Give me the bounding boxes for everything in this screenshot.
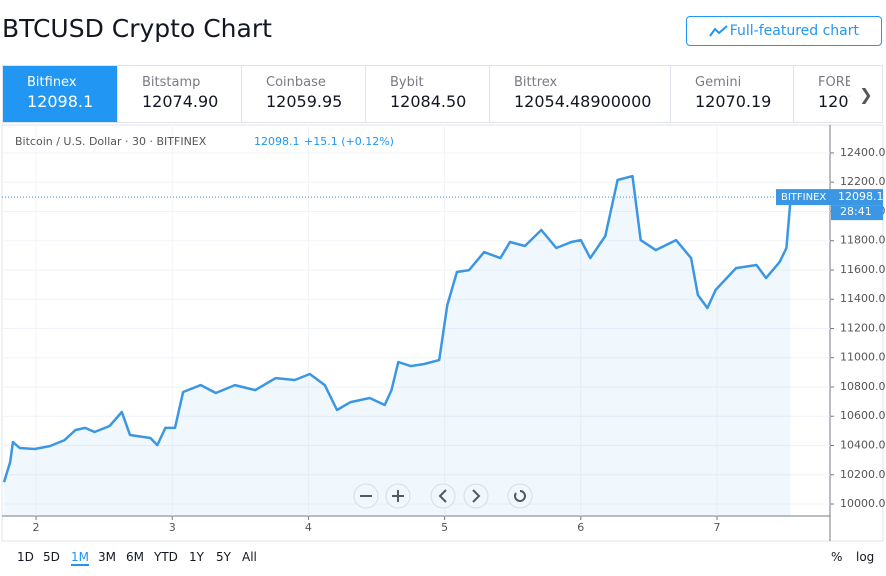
y-tick-label: 10800.0 bbox=[840, 380, 886, 393]
y-tick-label: 11400.0 bbox=[840, 292, 886, 305]
exchange-name: Bitstamp bbox=[142, 75, 201, 90]
exchange-price: 1207 bbox=[818, 92, 859, 111]
icon bbox=[392, 490, 404, 502]
title: BTCUSD Crypto Chart bbox=[2, 14, 272, 43]
exchange-tab[interactable]: Bitfinex 12098.1 bbox=[3, 66, 118, 122]
countdown: 28:41 bbox=[840, 205, 872, 218]
icon bbox=[514, 490, 526, 502]
exchange-tab[interactable]: Bybit 12084.50 bbox=[366, 66, 490, 122]
y-tick-label: 10600.0 bbox=[840, 409, 886, 422]
scroll-right[interactable] bbox=[463, 483, 489, 509]
exchange-price: 12059.95 bbox=[266, 92, 343, 111]
percent-toggle[interactable]: % bbox=[831, 550, 843, 564]
icon bbox=[438, 489, 447, 503]
price-line bbox=[2, 174, 792, 483]
y-tick-label: 11800.0 bbox=[840, 234, 886, 247]
exchange-tab[interactable]: Coinbase 12059.95 bbox=[242, 66, 366, 122]
exchange-price: 12084.50 bbox=[390, 92, 467, 111]
x-tick-label: 4 bbox=[305, 521, 312, 534]
x-tick-label: 7 bbox=[713, 521, 720, 534]
y-tick-label: 10200.0 bbox=[840, 468, 886, 481]
legend-price: 12098.1 bbox=[254, 135, 300, 148]
chart-border bbox=[1, 124, 884, 542]
full-chart-button[interactable]: Full-featured chart bbox=[686, 16, 882, 46]
exchange-tab[interactable]: Bitstamp 12074.90 bbox=[118, 66, 242, 122]
range-button[interactable]: 1Y bbox=[189, 550, 204, 564]
exchange-name: Coinbase bbox=[266, 75, 326, 90]
log-toggle[interactable]: log bbox=[856, 550, 875, 564]
chart-icon bbox=[709, 25, 728, 37]
exchange-price: 12054.48900000 bbox=[514, 92, 652, 111]
area bbox=[4, 176, 791, 516]
last-price-value: 12098.1 bbox=[838, 190, 884, 203]
exchange-name: Bybit bbox=[390, 75, 424, 90]
exchange-name: Bitfinex bbox=[27, 75, 77, 90]
exchange-name: Bittrex bbox=[514, 75, 558, 90]
y-tick-label: 12400.0 bbox=[840, 146, 886, 159]
y-tick-label: 11600.0 bbox=[840, 263, 886, 276]
exchange-tab[interactable]: Gemini 12070.19 bbox=[671, 66, 794, 122]
range-button[interactable]: 1D bbox=[17, 550, 34, 564]
exchange-price: 12070.19 bbox=[695, 92, 772, 111]
scroll-arrow[interactable]: ❯ bbox=[850, 66, 882, 122]
exchange-price: 12074.90 bbox=[142, 92, 219, 111]
countdown-badge bbox=[831, 205, 883, 221]
legend-symbol: Bitcoin / U.S. Dollar · 30 · BITFINEX bbox=[15, 135, 207, 148]
range-button[interactable]: 5Y bbox=[216, 550, 231, 564]
range-button[interactable]: YTD bbox=[154, 550, 178, 564]
y-tick-label: 12200.0 bbox=[840, 175, 886, 188]
chart: Bitcoin / U.S. Dollar · 30 · BITFINEX 12… bbox=[1, 124, 886, 542]
zoom-controls bbox=[353, 483, 533, 509]
scroll-left[interactable] bbox=[430, 483, 456, 509]
button-label: Full-featured chart bbox=[729, 23, 859, 39]
x-tick-label: 5 bbox=[441, 521, 448, 534]
range-button[interactable]: 6M bbox=[126, 550, 144, 564]
icon bbox=[472, 489, 481, 503]
x-tick-label: 6 bbox=[577, 521, 584, 534]
range-button[interactable]: 1M bbox=[71, 550, 89, 566]
last-price-badge bbox=[776, 189, 883, 206]
exchange-price: 12098.1 bbox=[27, 92, 94, 111]
toolbar: 1D 5D 1M 3M 6M YTD 1Y 5Y All% log bbox=[0, 545, 886, 573]
legend-change: +15.1 (+0.12%) bbox=[304, 135, 394, 148]
exchange-name: Gemini bbox=[695, 75, 742, 90]
y-tick-label: 11200.0 bbox=[840, 321, 886, 334]
range-button[interactable]: 3M bbox=[98, 550, 116, 564]
range-button[interactable]: 5D bbox=[43, 550, 60, 564]
exchange-tab[interactable]: Bittrex 12054.48900000 bbox=[490, 66, 671, 122]
range-button[interactable]: All bbox=[242, 550, 257, 564]
y-tick-label: 10000.0 bbox=[840, 497, 886, 510]
y-tick-label: 11000.0 bbox=[840, 351, 886, 364]
x-tick-label: 3 bbox=[169, 521, 176, 534]
x-tick-label: 2 bbox=[33, 521, 40, 534]
exchange-tabs: Bitfinex 12098.1 Bitstamp 12074.90 Coinbase 1… bbox=[2, 65, 883, 123]
last-price-exchange: BITFINEX bbox=[781, 192, 826, 203]
reset[interactable] bbox=[507, 483, 533, 509]
y-tick-label: 10400.0 bbox=[840, 439, 886, 452]
